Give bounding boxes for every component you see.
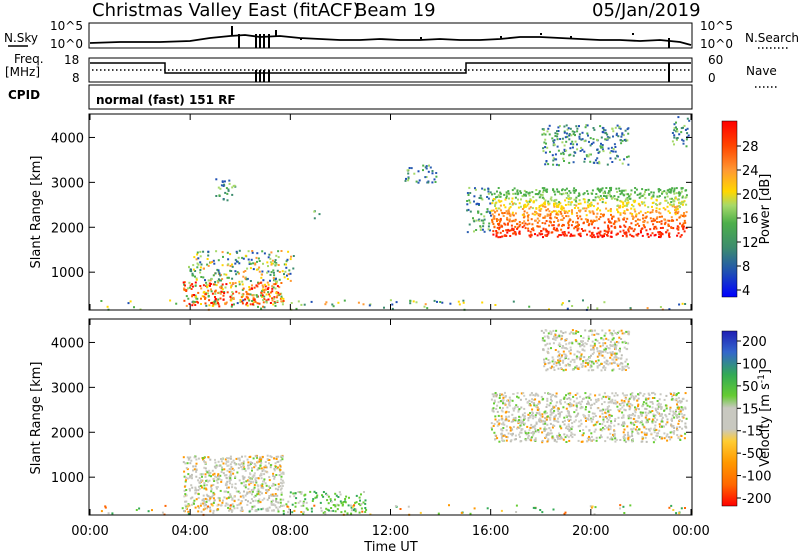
velocity-ytick-label: 1000 xyxy=(51,471,84,486)
nsky-panel-frame xyxy=(88,22,693,49)
date-label: 05/Jan/2019 xyxy=(592,0,701,21)
power-colorbar-label-0: 28 xyxy=(742,140,759,155)
power-ytick-label: 1000 xyxy=(51,266,84,281)
velocity-region-0 xyxy=(182,454,285,513)
power-region-9 xyxy=(100,299,687,311)
velocity-colorbar-label: Velocity [m s-1] xyxy=(757,369,773,467)
power-ylabel: Slant Range [km] xyxy=(29,156,44,269)
nave-label: Nave xyxy=(746,64,777,78)
velocity-colorbar xyxy=(721,330,738,507)
power-region-2 xyxy=(215,178,237,202)
power-region-0 xyxy=(182,281,285,308)
x-axis-ticks: 00:00 04:00 08:00 12:00 16:00 20:00 00:00 xyxy=(71,524,709,539)
velocity-ylabel: Slant Range [km] xyxy=(29,362,44,475)
velocity-colorbar-label-3: 15 xyxy=(742,402,759,417)
x-axis-label: Time UT xyxy=(363,540,417,554)
power-colorbar xyxy=(721,120,738,298)
x-tick-label-3: 12:00 xyxy=(372,524,409,539)
freq-panel-frame xyxy=(88,57,693,83)
nsky-tick-high: 10^5 xyxy=(50,19,83,33)
velocity-ytick-label: 2000 xyxy=(51,426,84,441)
x-tick-label-0: 00:00 xyxy=(71,524,108,539)
velocity-panel: 1000 2000 3000 4000 Slant Range [km] 200 100… xyxy=(29,318,773,516)
nsearch-tick-low: 10^0 xyxy=(700,37,733,51)
freq-label-1: Freq. xyxy=(14,52,44,66)
power-region-3 xyxy=(313,210,321,220)
x-tick-label-5: 20:00 xyxy=(572,524,609,539)
beam-label: Beam 19 xyxy=(355,0,436,21)
power-panel: 1000 2000 3000 4000 Slant Range [km] 28 24 20… xyxy=(29,113,773,311)
velocity-ytick-label: 4000 xyxy=(51,336,84,351)
cpid-label: CPID xyxy=(8,88,40,102)
velocity-ytick-label: 3000 xyxy=(51,381,84,396)
nsearch-label: N.Search xyxy=(745,31,799,45)
station-title: Christmas Valley East (fitACF) xyxy=(92,0,360,21)
power-region-4 xyxy=(404,164,438,184)
x-tick-label-1: 04:00 xyxy=(171,524,208,539)
nsky-trace xyxy=(89,34,692,46)
velocity-colorbar-label-6: -100 xyxy=(742,470,772,485)
velocity-colorbar-label-5: -50 xyxy=(742,447,763,462)
freq-tick-low: 8 xyxy=(72,71,80,85)
velocity-region-2 xyxy=(490,391,688,444)
power-ytick-label: 4000 xyxy=(51,131,84,146)
power-colorbar-label-6: 4 xyxy=(742,284,750,299)
nave-tick-high: 60 xyxy=(708,53,723,67)
cpid-panel-frame xyxy=(88,84,693,110)
power-heatmap xyxy=(100,116,691,311)
nsky-tick-low: 10^0 xyxy=(50,37,83,51)
x-tick-label-6: 00:00 xyxy=(672,524,709,539)
power-colorbar-label-4: 12 xyxy=(742,236,759,251)
freq-tick-high: 18 xyxy=(64,53,79,67)
power-ytick-label: 3000 xyxy=(51,176,84,191)
power-colorbar-label: Power [dB] xyxy=(758,174,773,245)
power-colorbar-label-5: 8 xyxy=(742,260,750,275)
nsearch-dots xyxy=(300,33,634,40)
x-tick-label-4: 16:00 xyxy=(472,524,509,539)
power-region-7 xyxy=(541,124,630,167)
power-colorbar-label-1: 24 xyxy=(742,164,759,179)
freq-label-2: [MHz] xyxy=(5,65,40,79)
velocity-region-1 xyxy=(285,490,368,515)
velocity-colorbar-label-0: 200 xyxy=(742,335,767,350)
velocity-region-3 xyxy=(540,329,631,372)
velocity-colorbar-label-4: -15 xyxy=(742,425,763,440)
velocity-heatmap xyxy=(100,329,693,516)
x-tick-label-2: 08:00 xyxy=(272,524,309,539)
velocity-panel-frame xyxy=(88,318,693,516)
nsearch-tick-high: 10^5 xyxy=(700,19,733,33)
cpid-value: normal (fast) 151 RF xyxy=(96,93,236,107)
freq-dropouts xyxy=(255,63,670,82)
power-region-1 xyxy=(188,249,295,283)
power-region-5 xyxy=(466,186,492,234)
velocity-colorbar-label-7: -200 xyxy=(742,492,772,507)
nsky-label: N.Sky xyxy=(4,31,38,45)
freq-trace xyxy=(90,62,691,74)
power-colorbar-label-2: 20 xyxy=(742,188,759,203)
nave-tick-low: 0 xyxy=(708,71,716,85)
velocity-colorbar-label-2: 50 xyxy=(742,380,759,395)
velocity-colorbar-label-1: 100 xyxy=(742,357,767,372)
power-ytick-label: 2000 xyxy=(51,221,84,236)
power-colorbar-label-3: 16 xyxy=(742,212,759,227)
power-region-8 xyxy=(671,116,691,148)
nsky-dropouts xyxy=(231,26,670,48)
power-region-6 xyxy=(490,186,688,239)
